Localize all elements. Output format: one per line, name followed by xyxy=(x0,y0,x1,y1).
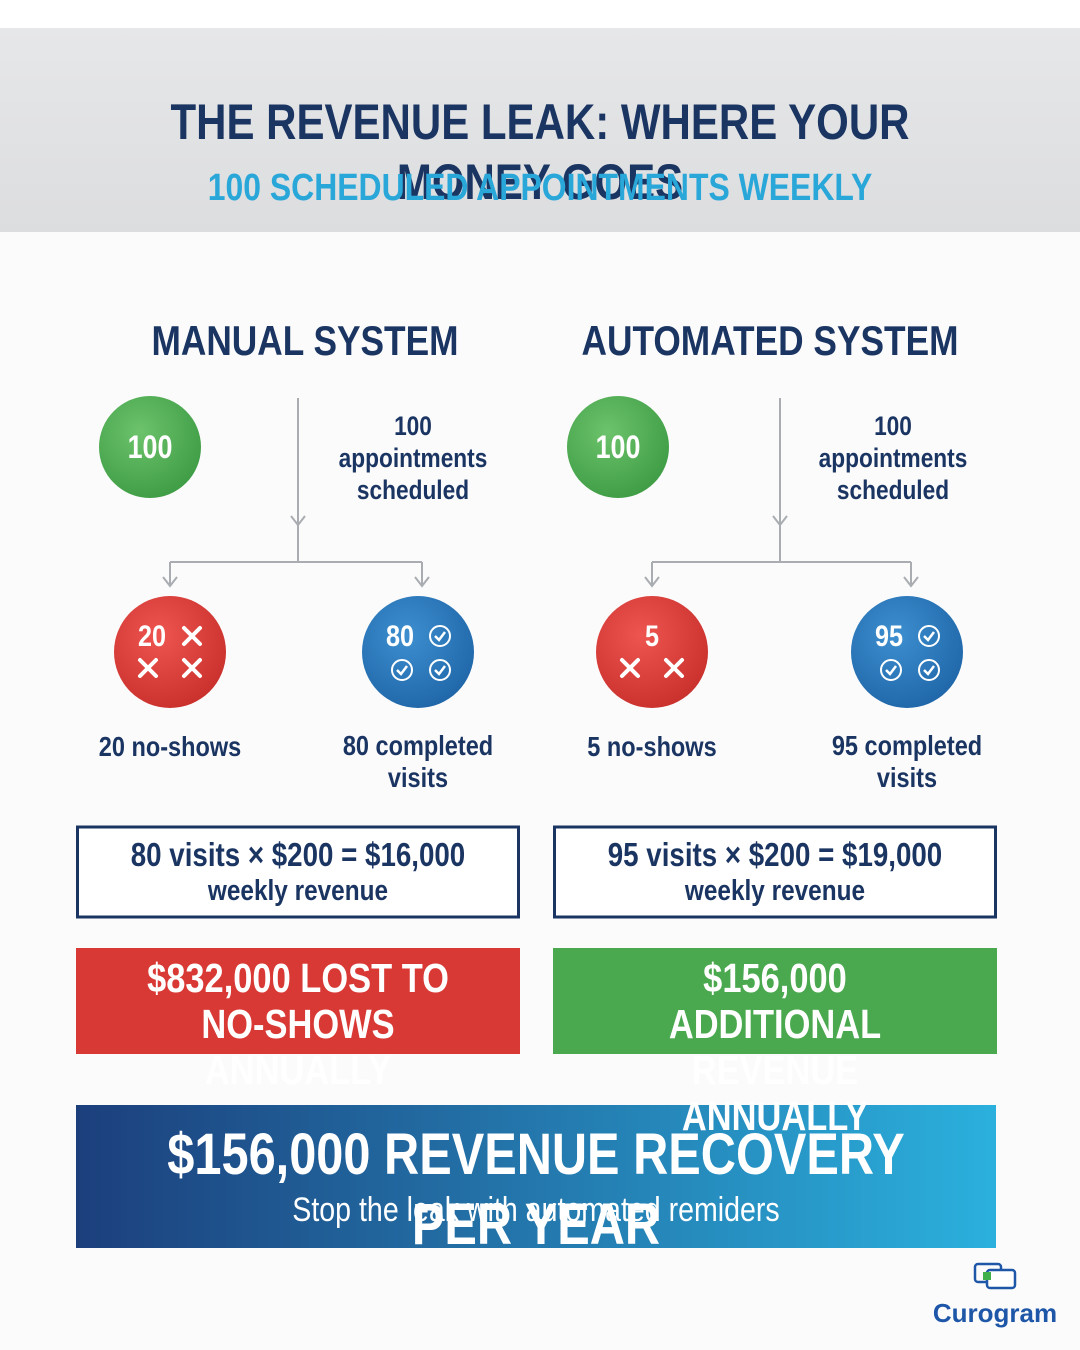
footer-subtitle: Stop the leak with automated remiders xyxy=(292,1191,780,1229)
check-ring xyxy=(391,659,413,681)
arrow-head xyxy=(414,576,430,588)
footer-title: $156,000 REVENUE RECOVERY PER YEAR xyxy=(167,1122,905,1257)
check-ring xyxy=(429,659,451,681)
subtitle: 100 SCHEDULED APPOINTMENTS WEEKLY xyxy=(207,167,873,209)
check-ring xyxy=(918,659,940,681)
no-show-label: 5 no-shows xyxy=(587,731,717,762)
revenue-formula: 95 visits × $200 = $19,000 xyxy=(607,836,943,873)
check-mark xyxy=(885,665,897,676)
completed-label: 80 completed visits xyxy=(342,730,494,793)
x-icon xyxy=(620,658,640,678)
scheduled-label: 100 appointments scheduled xyxy=(818,411,968,505)
x-icon xyxy=(182,626,202,646)
x-icon xyxy=(138,658,158,678)
header-band xyxy=(0,28,1080,232)
check-mark xyxy=(396,665,408,676)
no-show-count: 5 xyxy=(644,620,660,653)
arrow-head xyxy=(772,515,788,527)
check-ring xyxy=(880,659,902,681)
column-heading: MANUAL SYSTEM xyxy=(151,317,459,364)
revenue-formula: 80 visits × $200 = $16,000 xyxy=(130,836,466,873)
check-mark xyxy=(923,631,935,642)
check-mark xyxy=(923,665,935,676)
arrow-head xyxy=(903,576,919,588)
logo-icon xyxy=(973,1262,1017,1290)
no-show-circle xyxy=(596,596,708,708)
completed-circle xyxy=(362,596,474,708)
scheduled-circle xyxy=(567,396,669,498)
arrow-head xyxy=(162,576,178,588)
completed-label: 95 completed visits xyxy=(831,730,983,793)
logo-text: Curogram xyxy=(932,1298,1058,1328)
scheduled-count: 100 xyxy=(595,429,641,465)
no-show-label: 20 no-shows xyxy=(98,731,242,762)
x-icon xyxy=(664,658,684,678)
check-ring xyxy=(429,625,451,647)
completed-circle xyxy=(851,596,963,708)
no-show-count: 20 xyxy=(137,620,167,653)
footer-banner-bg xyxy=(76,1105,996,1248)
annual-banner-text: $832,000 LOST TO NO-SHOWS ANNUALLY xyxy=(147,955,449,1093)
no-show-circle xyxy=(114,596,226,708)
title: THE REVENUE LEAK: WHERE YOUR MONEY GOES xyxy=(170,94,910,210)
check-ring xyxy=(918,625,940,647)
annual-banner xyxy=(553,948,997,1054)
scheduled-count: 100 xyxy=(127,429,173,465)
completed-count: 80 xyxy=(385,620,415,653)
check-mark xyxy=(434,631,446,642)
revenue-period: weekly revenue xyxy=(207,875,389,907)
arrow-head xyxy=(290,515,306,527)
revenue-period: weekly revenue xyxy=(684,875,866,907)
annual-banner-text: $156,000 ADDITIONAL REVENUE ANNUALLY xyxy=(668,955,882,1139)
scheduled-label: 100 appointments scheduled xyxy=(338,411,488,505)
check-mark xyxy=(434,665,446,676)
annual-banner xyxy=(76,948,520,1054)
revenue-box xyxy=(76,825,520,919)
column-heading: AUTOMATED SYSTEM xyxy=(581,317,959,364)
completed-count: 95 xyxy=(874,620,904,653)
revenue-box xyxy=(553,825,997,919)
scheduled-circle xyxy=(99,396,201,498)
arrow-head xyxy=(644,576,660,588)
x-icon xyxy=(182,658,202,678)
